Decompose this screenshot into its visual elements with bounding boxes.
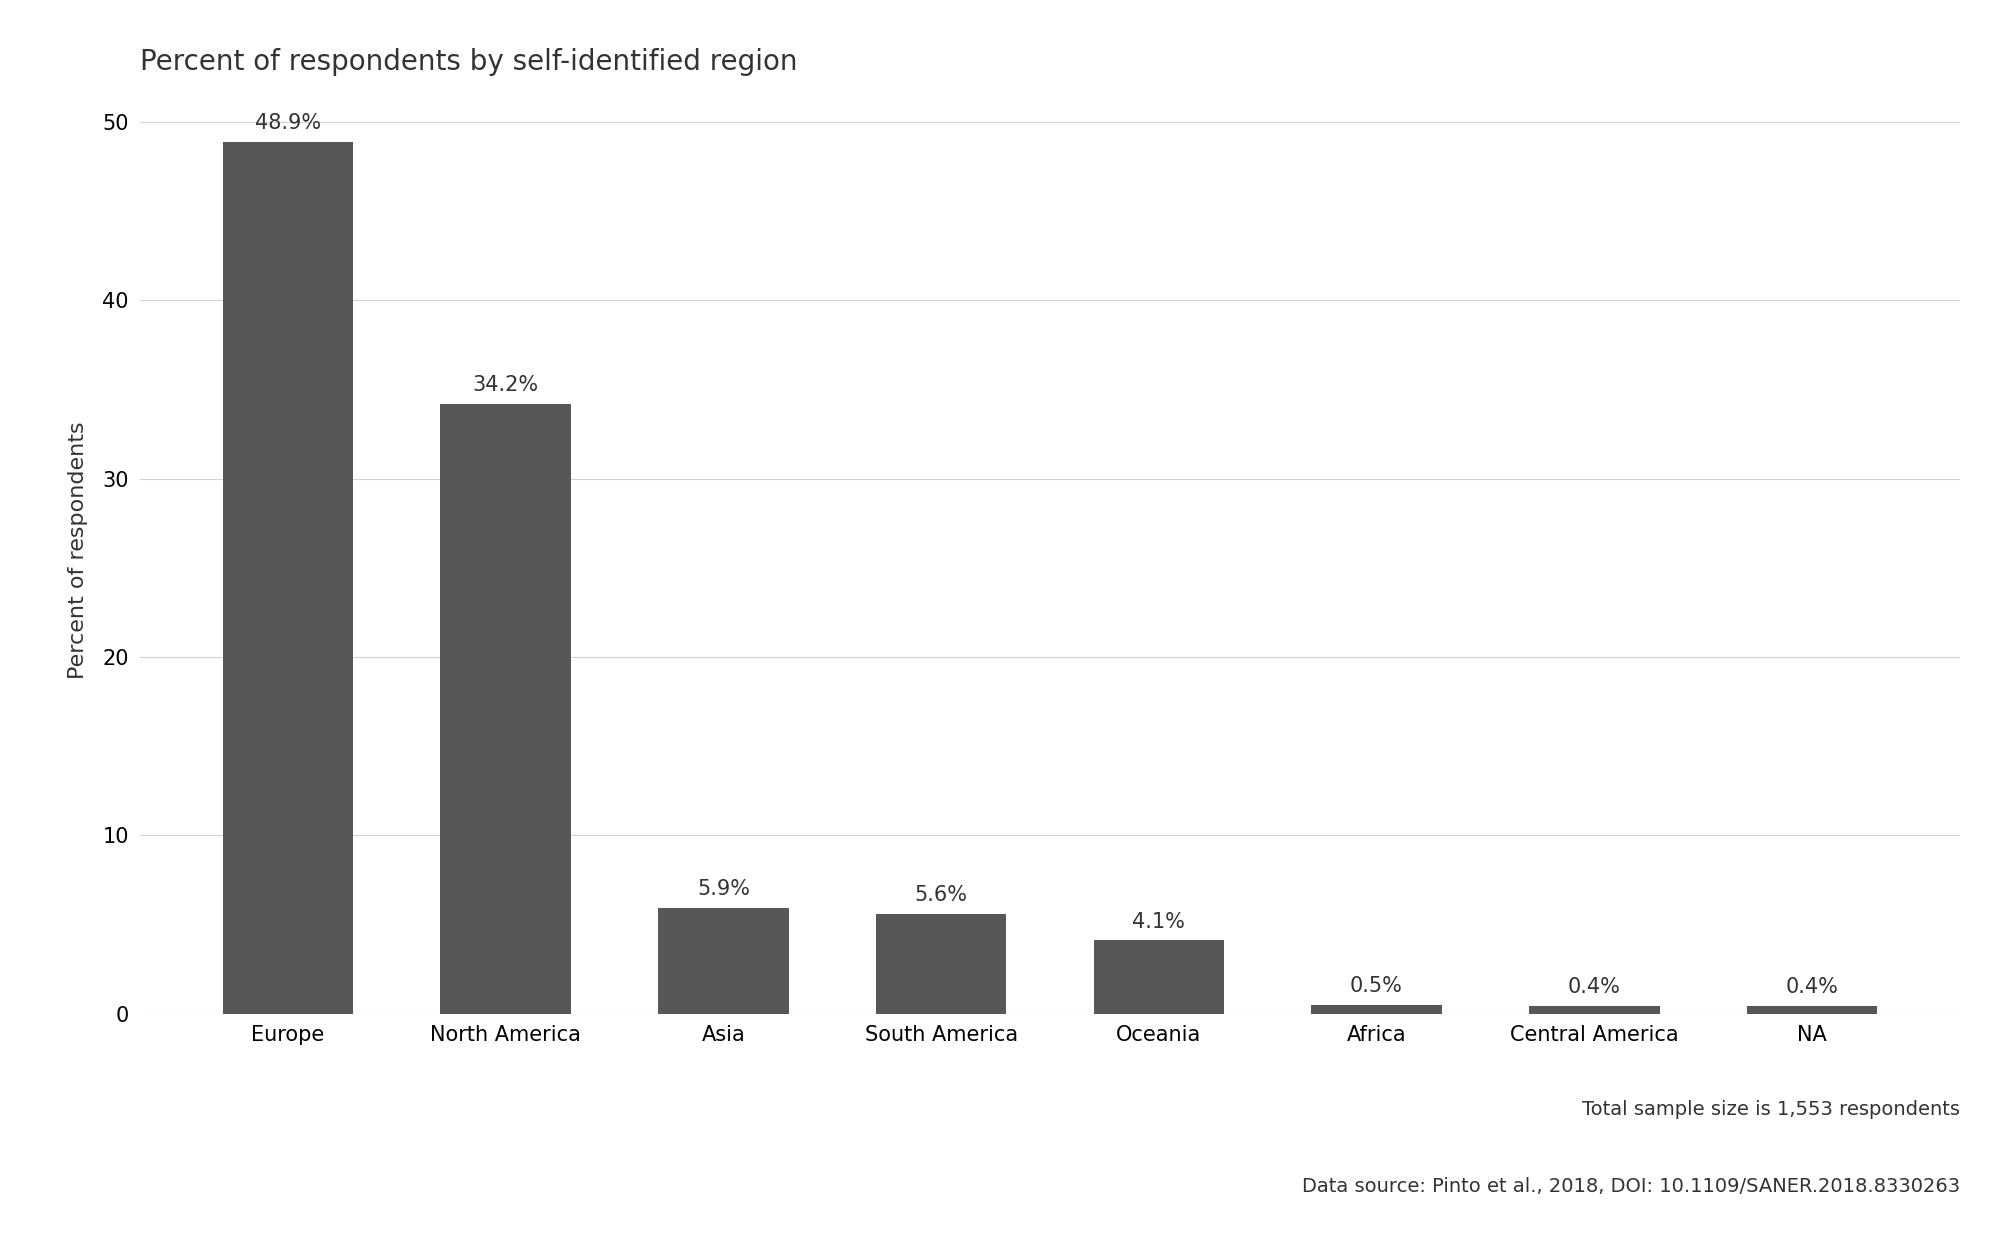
Bar (1094, 941, 1224, 1014)
Text: 5.9%: 5.9% (696, 880, 750, 900)
Bar (440, 404, 572, 1014)
Text: 5.6%: 5.6% (914, 885, 968, 905)
Bar (1746, 1006, 1878, 1014)
Text: 0.4%: 0.4% (1568, 978, 1620, 997)
Bar (876, 913, 1006, 1014)
Text: 0.4%: 0.4% (1786, 978, 1838, 997)
Text: Percent of respondents by self-identified region: Percent of respondents by self-identifie… (140, 48, 798, 75)
Bar (1312, 1005, 1442, 1014)
Bar (1528, 1006, 1660, 1014)
Text: 0.5%: 0.5% (1350, 975, 1402, 996)
Y-axis label: Percent of respondents: Percent of respondents (68, 421, 88, 679)
Text: 48.9%: 48.9% (254, 112, 322, 132)
Bar (222, 142, 354, 1014)
Text: 4.1%: 4.1% (1132, 911, 1186, 932)
Text: Data source: Pinto et al., 2018, DOI: 10.1109/SANER.2018.8330263: Data source: Pinto et al., 2018, DOI: 10… (1302, 1178, 1960, 1196)
Bar (658, 908, 788, 1014)
Text: Total sample size is 1,553 respondents: Total sample size is 1,553 respondents (1582, 1100, 1960, 1119)
Text: 34.2%: 34.2% (472, 375, 538, 396)
